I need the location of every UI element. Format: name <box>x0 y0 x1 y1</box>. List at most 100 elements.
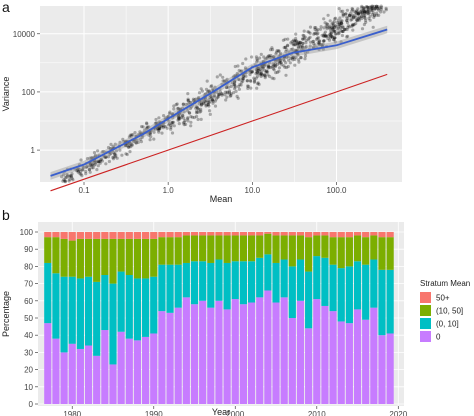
scatter-point <box>365 9 369 13</box>
scatter-point <box>75 169 79 173</box>
scatter-point <box>205 99 209 103</box>
scatter-point <box>368 5 372 9</box>
bar-segment <box>44 232 52 238</box>
scatter-point <box>325 27 329 31</box>
scatter-point <box>291 58 295 62</box>
scatter-point <box>157 126 161 130</box>
scatter-point <box>181 113 185 117</box>
scatter-point <box>371 6 375 10</box>
scatter-point <box>283 45 288 49</box>
scatter-point <box>332 30 336 34</box>
panel-a: a 0.1 1.0 10.0 100.0 1 100 10000 Mean Variance <box>1 0 402 204</box>
scatter-point <box>307 30 311 34</box>
scatter-point <box>249 70 253 75</box>
scatter-point <box>104 155 108 159</box>
scatter-point <box>188 101 192 105</box>
scatter-point <box>332 19 336 24</box>
scatter-point <box>283 37 287 41</box>
panel-b-legend: Stratum Mean 50+ (10, 50] (0, 10] 0 <box>420 279 470 342</box>
scatter-point <box>313 26 317 30</box>
scatter-point <box>267 65 271 69</box>
scatter-point <box>240 69 244 73</box>
scatter-point <box>229 92 233 96</box>
scatter-point <box>369 5 373 9</box>
scatter-point <box>97 159 101 163</box>
scatter-point <box>352 9 356 13</box>
scatter-point <box>205 103 209 107</box>
bar-segment <box>174 237 182 265</box>
bar-segment <box>150 238 158 277</box>
scatter-point <box>109 142 113 146</box>
scatter-point <box>282 57 286 61</box>
scatter-point <box>84 169 88 174</box>
legend-label: 0 <box>436 333 441 342</box>
scatter-point <box>233 64 237 69</box>
bar-segment <box>68 240 76 277</box>
scatter-point <box>323 21 327 25</box>
scatter-point <box>225 91 229 95</box>
scatter-point <box>209 94 213 99</box>
scatter-point <box>293 63 297 67</box>
scatter-point <box>113 152 117 156</box>
scatter-point <box>237 68 241 73</box>
bar-segment <box>182 262 190 298</box>
scatter-point <box>374 4 379 8</box>
scatter-point <box>184 122 188 126</box>
scatter-point <box>306 30 310 34</box>
scatter-point <box>145 122 149 126</box>
scatter-point <box>114 149 119 153</box>
scatter-point <box>171 120 176 124</box>
scatter-point <box>286 43 290 47</box>
scatter-point <box>98 159 102 163</box>
y-tick-label: 100 <box>20 228 34 237</box>
scatter-point <box>135 138 139 142</box>
scatter-point <box>297 40 301 44</box>
scatter-point <box>154 121 158 125</box>
scatter-point <box>211 101 215 105</box>
bar-segment <box>60 238 68 277</box>
scatter-point <box>167 112 171 116</box>
scatter-point <box>256 82 260 86</box>
scatter-point <box>157 128 161 132</box>
scatter-point <box>97 160 101 164</box>
scatter-point <box>303 57 307 61</box>
scatter-point <box>174 103 178 107</box>
bar-segment <box>101 275 109 331</box>
scatter-point <box>333 36 337 40</box>
scatter-point <box>182 110 186 114</box>
bar-segment <box>264 254 272 291</box>
scatter-point <box>373 7 377 11</box>
scatter-point <box>368 10 372 15</box>
scatter-point <box>364 18 368 22</box>
scatter-point <box>263 68 267 72</box>
y-tick-label: 70 <box>24 280 33 289</box>
scatter-point <box>259 72 263 76</box>
scatter-point <box>235 94 239 98</box>
scatter-point <box>120 153 124 157</box>
scatter-point <box>199 109 203 113</box>
scatter-point <box>170 120 175 124</box>
scatter-point <box>238 78 242 82</box>
scatter-point <box>176 107 180 111</box>
scatter-point <box>376 8 381 12</box>
scatter-point <box>354 10 358 14</box>
scatter-point <box>207 89 211 93</box>
scatter-point <box>232 74 236 78</box>
scatter-point <box>368 14 372 18</box>
scatter-point <box>210 84 214 88</box>
scatter-point <box>303 46 307 50</box>
scatter-point <box>363 10 367 14</box>
scatter-point <box>339 9 343 13</box>
scatter-point <box>111 155 115 160</box>
bar-segment <box>296 259 305 301</box>
bar-segment <box>239 261 247 305</box>
scatter-point <box>296 45 300 49</box>
scatter-point <box>278 51 283 56</box>
scatter-point <box>345 20 350 25</box>
scatter-point <box>341 25 345 29</box>
bar-segment <box>353 309 362 404</box>
bar-segment <box>60 352 68 404</box>
scatter-point <box>255 66 259 70</box>
bar-segment <box>231 235 239 262</box>
bar-segment <box>378 335 386 404</box>
